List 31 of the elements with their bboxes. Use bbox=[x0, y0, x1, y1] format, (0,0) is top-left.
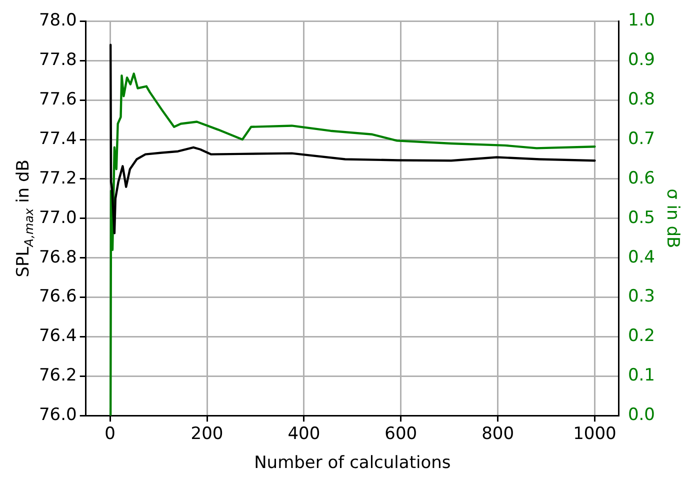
x-axis-title: Number of calculations bbox=[254, 452, 451, 473]
x-tick-label: 800 bbox=[482, 424, 514, 444]
y-tick-label: 76.0 bbox=[38, 405, 77, 426]
y-tick-label: 77.8 bbox=[38, 50, 77, 70]
y-tick-label: 77.0 bbox=[38, 208, 77, 228]
y-tick-label: 77.2 bbox=[38, 168, 77, 188]
y2-tick-label: 1.0 bbox=[628, 10, 656, 31]
y2-tick-label: 0.7 bbox=[628, 128, 656, 149]
y2-tick-label: 0.9 bbox=[628, 50, 656, 70]
y-tick-label: 78.0 bbox=[38, 10, 77, 31]
y-tick-label: 77.4 bbox=[38, 128, 77, 149]
y2-axis-title: σ in dB bbox=[662, 188, 683, 248]
y2-tick-label: 0.4 bbox=[628, 247, 656, 268]
y2-tick-label: 0.6 bbox=[628, 168, 656, 188]
x-tick-label: 200 bbox=[190, 424, 224, 444]
y-tick-label: 76.4 bbox=[38, 326, 77, 346]
y2-tick-label: 0.0 bbox=[628, 405, 656, 426]
x-tick-label: 400 bbox=[288, 424, 320, 444]
x-tick-label: 600 bbox=[384, 424, 418, 444]
x-tick-label: 1000 bbox=[573, 424, 616, 444]
y2-tick-label: 0.2 bbox=[628, 326, 656, 346]
y-tick-label: 76.2 bbox=[38, 366, 77, 386]
y-tick-label: 76.6 bbox=[38, 286, 77, 307]
y-axis-title: SPLA,max in dB bbox=[13, 160, 36, 278]
y-tick-label: 76.8 bbox=[38, 247, 77, 268]
y2-tick-label: 0.1 bbox=[628, 366, 656, 386]
y2-tick-label: 0.8 bbox=[628, 90, 656, 110]
y-tick-label: 77.6 bbox=[38, 90, 77, 110]
y2-tick-label: 0.5 bbox=[628, 208, 656, 228]
x-tick-label: 0 bbox=[104, 424, 116, 444]
y2-tick-label: 0.3 bbox=[628, 286, 656, 307]
